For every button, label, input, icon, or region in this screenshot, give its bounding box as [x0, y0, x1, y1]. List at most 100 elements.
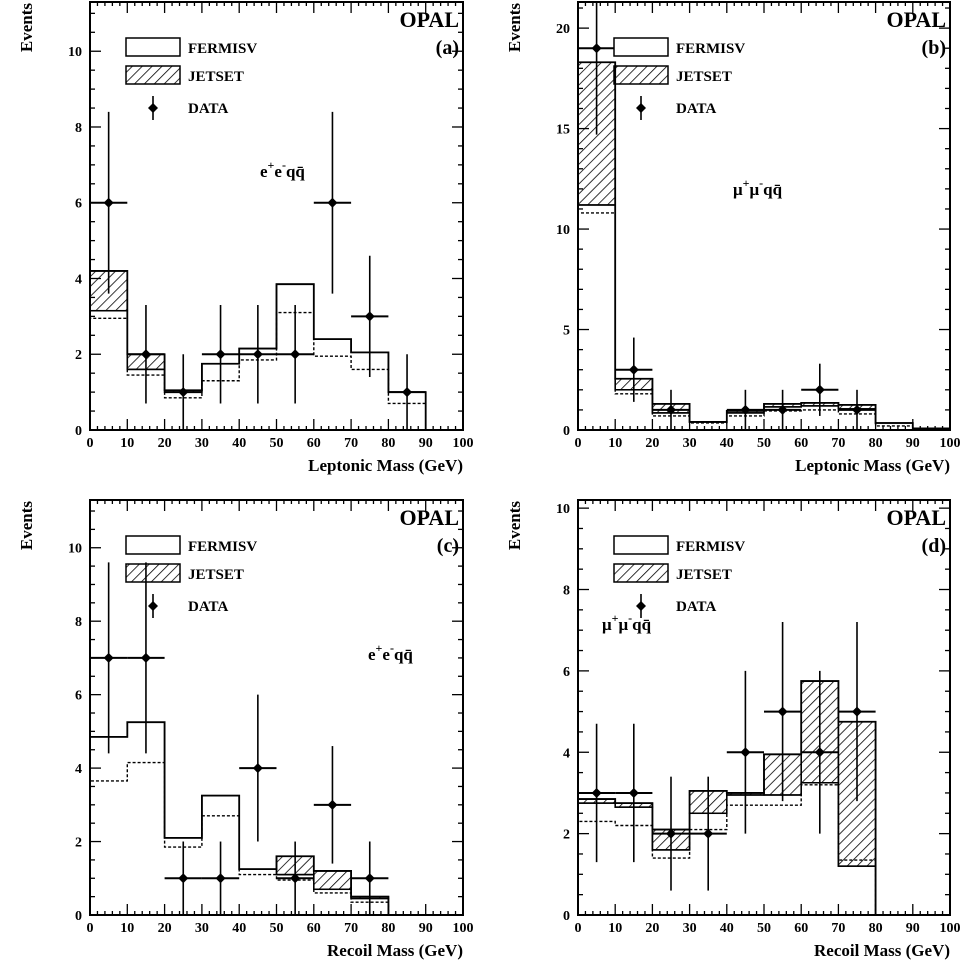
data-points	[90, 562, 389, 915]
y-tick-label: 0	[563, 909, 570, 924]
process-lepton: e	[260, 162, 268, 181]
x-tick-label: 70	[831, 921, 845, 936]
y-axis-title: Events	[505, 3, 524, 53]
process-lepton: e	[368, 645, 376, 664]
y-tick-label: 8	[75, 615, 82, 630]
data-point	[201, 305, 240, 404]
data-marker	[103, 652, 114, 663]
legend-fermisv-label: FERMISV	[188, 41, 257, 57]
jetset-bar	[313, 870, 352, 891]
process-lepton: μ	[749, 180, 759, 199]
y-tick-label: 15	[556, 123, 570, 138]
legend: FERMISV JETSET DATA	[613, 37, 745, 120]
x-tick-label: 20	[158, 436, 172, 451]
legend-data-label: DATA	[676, 101, 716, 117]
x-tick-label: 80	[381, 436, 395, 451]
x-tick-label: 40	[232, 436, 246, 451]
x-tick-label: 70	[831, 436, 845, 451]
data-point	[388, 354, 426, 430]
data-point	[127, 562, 165, 754]
data-point	[801, 363, 839, 416]
data-point	[652, 389, 690, 430]
data-marker	[666, 404, 676, 415]
dotted-component	[577, 784, 877, 915]
experiment-title: OPAL	[887, 505, 946, 530]
dotted-component	[89, 761, 390, 915]
y-tick-label: 20	[556, 22, 570, 37]
data-point	[764, 622, 802, 802]
legend-fermisv-swatch	[125, 37, 181, 57]
x-tick-label: 60	[307, 436, 321, 451]
data-point	[127, 305, 165, 404]
x-tick-label: 30	[683, 921, 697, 936]
dotted-component	[577, 212, 951, 430]
data-marker	[814, 384, 825, 395]
data-marker	[740, 404, 751, 415]
x-tick-label: 40	[232, 921, 246, 936]
x-tick-label: 50	[270, 921, 284, 936]
x-tick-label: 30	[683, 436, 697, 451]
legend-jetset-swatch	[613, 65, 669, 85]
y-tick-label: 8	[75, 121, 82, 136]
data-point	[351, 255, 389, 377]
x-tick-label: 80	[869, 436, 883, 451]
x-tick-label: 70	[344, 436, 358, 451]
data-point	[578, 723, 616, 863]
legend-data-label: DATA	[188, 599, 228, 615]
x-tick-label: 10	[608, 921, 622, 936]
legend-data-marker	[636, 601, 646, 611]
legend-jetset-swatch	[125, 65, 181, 85]
x-tick-label: 10	[120, 921, 134, 936]
y-tick-label: 2	[563, 828, 570, 843]
x-tick-label: 90	[419, 436, 433, 451]
data-marker	[178, 387, 189, 398]
data-points	[578, 622, 876, 891]
x-tick-label: 40	[720, 921, 734, 936]
legend-fermisv-swatch	[125, 535, 181, 555]
process-charge-minus: -	[628, 611, 632, 625]
data-point	[838, 622, 876, 802]
data-marker	[402, 387, 413, 398]
fermisv-outline	[577, 782, 877, 915]
x-tick-label: 90	[906, 436, 920, 451]
y-tick-label: 6	[75, 197, 82, 212]
x-tick-label: 100	[453, 436, 474, 451]
data-point	[164, 841, 202, 915]
legend-jetset-label: JETSET	[676, 69, 732, 85]
legend-jetset-label: JETSET	[188, 567, 244, 583]
y-tick-label: 10	[68, 45, 82, 60]
x-tick-label: 100	[453, 921, 474, 936]
x-tick-label: 90	[419, 921, 433, 936]
data-marker	[252, 349, 263, 360]
x-axis-title: Leptonic Mass (GeV)	[795, 456, 950, 475]
y-tick-label: 4	[75, 272, 82, 287]
data-marker	[628, 787, 639, 798]
x-tick-label: 50	[757, 436, 771, 451]
x-tick-label: 40	[720, 436, 734, 451]
fermisv-outline	[89, 721, 390, 915]
process-lepton: e	[274, 162, 282, 181]
data-point	[726, 670, 764, 834]
data-marker	[777, 404, 788, 415]
process-quarks: qq̄	[286, 162, 305, 181]
process-charge-minus: -	[282, 158, 286, 172]
x-tick-label: 80	[381, 921, 395, 936]
experiment-title: OPAL	[887, 7, 946, 32]
x-tick-label: 30	[195, 436, 209, 451]
x-tick-label: 0	[575, 921, 582, 936]
y-tick-label: 4	[563, 746, 570, 761]
data-point	[201, 841, 240, 915]
process-label: μ+μ-qq̄	[602, 611, 652, 634]
data-point	[652, 776, 690, 891]
data-marker	[852, 404, 862, 415]
x-axis-title: Recoil Mass (GeV)	[327, 941, 463, 960]
process-charge-plus: +	[612, 611, 619, 625]
histogram	[89, 721, 390, 915]
legend-jetset-label: JETSET	[188, 69, 244, 85]
data-point	[351, 841, 389, 915]
data-marker	[364, 873, 375, 884]
y-tick-label: 6	[563, 665, 570, 680]
data-point	[90, 562, 128, 754]
histogram	[577, 680, 877, 915]
